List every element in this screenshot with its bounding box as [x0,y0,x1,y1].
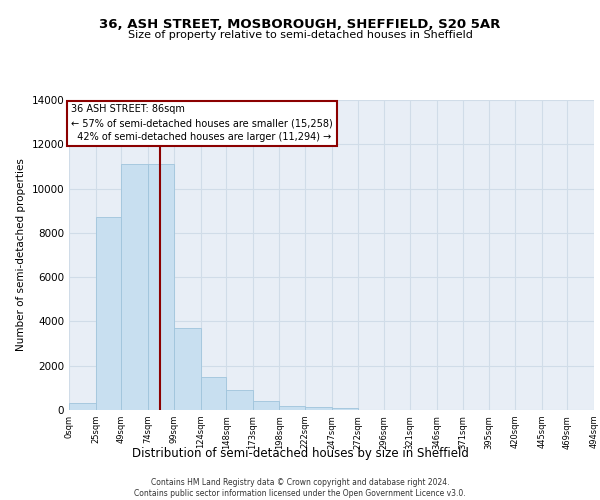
Text: 36, ASH STREET, MOSBOROUGH, SHEFFIELD, S20 5AR: 36, ASH STREET, MOSBOROUGH, SHEFFIELD, S… [100,18,500,30]
Bar [305,408,331,410]
Bar [121,164,148,410]
Bar [226,390,253,410]
Bar [69,404,95,410]
Bar [280,406,305,410]
Bar [174,328,201,410]
Bar [148,164,174,410]
Bar [95,218,121,410]
Bar [201,377,226,410]
Y-axis label: Number of semi-detached properties: Number of semi-detached properties [16,158,26,352]
Bar [331,408,358,410]
Text: Distribution of semi-detached houses by size in Sheffield: Distribution of semi-detached houses by … [131,448,469,460]
Text: 36 ASH STREET: 86sqm
← 57% of semi-detached houses are smaller (15,258)
  42% of: 36 ASH STREET: 86sqm ← 57% of semi-detac… [71,104,333,142]
Bar [253,401,280,410]
Text: Contains HM Land Registry data © Crown copyright and database right 2024.
Contai: Contains HM Land Registry data © Crown c… [134,478,466,498]
Text: Size of property relative to semi-detached houses in Sheffield: Size of property relative to semi-detach… [128,30,472,40]
